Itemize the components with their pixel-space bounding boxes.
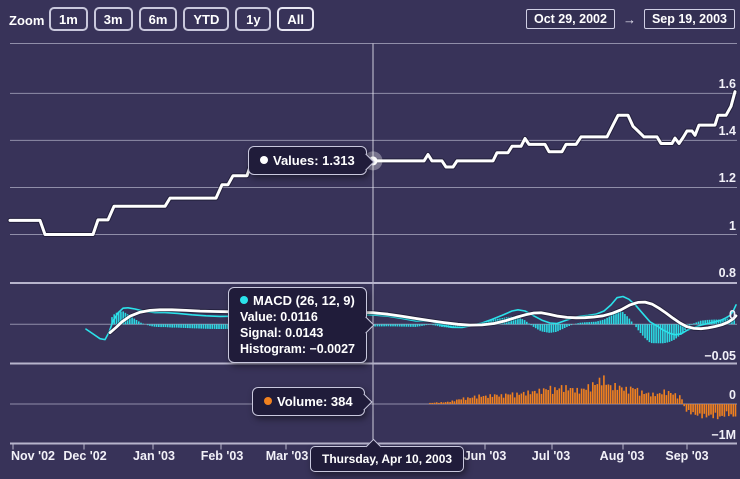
macd-tooltip: MACD (26, 12, 9) Value: 0.0116 Signal: 0… bbox=[228, 287, 367, 363]
macd-series-dot-icon bbox=[240, 296, 248, 304]
zoom-6m-button[interactable]: 6m bbox=[138, 7, 178, 31]
macd-signal-line: Signal: 0.0143 bbox=[240, 326, 324, 340]
zoom-1m-button[interactable]: 1m bbox=[49, 7, 88, 31]
range-arrow-icon: → bbox=[622, 11, 636, 27]
macd-value-line: Value: 0.0116 bbox=[240, 310, 318, 324]
zoom-button-group: 1m 3m 6m YTD 1y All bbox=[49, 7, 315, 31]
volume-series-dot-icon bbox=[264, 397, 272, 405]
date-range: Oct 29, 2002 → Sep 19, 2003 bbox=[525, 9, 735, 29]
volume-tooltip-text: Volume: 384 bbox=[277, 394, 353, 409]
crosshair-date-text: Thursday, Apr 10, 2003 bbox=[322, 452, 453, 466]
range-to-input[interactable]: Sep 19, 2003 bbox=[643, 9, 735, 29]
zoom-3m-button[interactable]: 3m bbox=[93, 7, 133, 31]
zoom-label: Zoom bbox=[9, 13, 45, 28]
zoom-1y-button[interactable]: 1y bbox=[235, 7, 272, 31]
values-tooltip: Values: 1.313 bbox=[248, 146, 367, 175]
volume-tooltip: Volume: 384 bbox=[252, 387, 365, 416]
macd-histogram-line: Histogram: −0.0027 bbox=[240, 342, 355, 356]
zoom-ytd-button[interactable]: YTD bbox=[183, 7, 230, 31]
range-from-input[interactable]: Oct 29, 2002 bbox=[525, 9, 615, 29]
values-series-dot-icon bbox=[260, 156, 268, 164]
zoom-all-button[interactable]: All bbox=[277, 7, 315, 31]
macd-tooltip-header: MACD (26, 12, 9) bbox=[253, 293, 355, 308]
values-tooltip-text: Values: 1.313 bbox=[273, 153, 355, 168]
crosshair-date-label: Thursday, Apr 10, 2003 bbox=[310, 446, 465, 472]
